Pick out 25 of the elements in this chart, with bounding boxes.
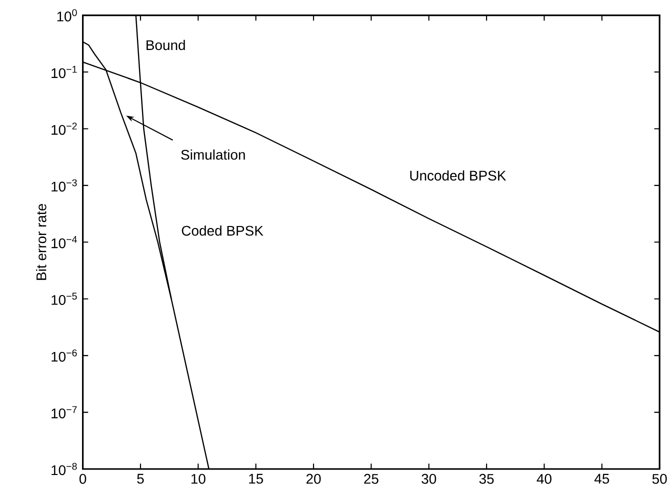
x-tick-label: 10 (191, 474, 206, 484)
x-tick-label: 40 (536, 474, 552, 484)
y-tick-label: 10$^{−8}$ (52, 462, 77, 476)
x-tick-label: 5 (137, 474, 144, 484)
x-tick-label: 0 (79, 474, 86, 484)
series-label: Uncoded BPSK (410, 170, 506, 181)
y-tick-label: 10$^{−4}$ (52, 236, 77, 248)
y-tick-label: 10$^{−6}$ (52, 349, 77, 362)
x-tick-label: 25 (364, 474, 378, 484)
x-tick-label: 35 (479, 474, 494, 484)
y-tick-label: 10$^{−3}$ (52, 179, 77, 192)
x-tick-label: 50 (652, 474, 667, 484)
y-axis-title: Bit error rate (36, 204, 46, 280)
y-tick-label: 10$^{−2}$ (52, 122, 77, 135)
y-tick-label: 10$^{−5}$ (52, 292, 77, 305)
x-tick-label: 30 (422, 474, 436, 484)
x-tick-label: 20 (306, 474, 321, 484)
x-tick-label: 45 (594, 474, 610, 484)
x-tick-label: 15 (249, 474, 264, 484)
text: Simulation (181, 149, 245, 160)
y-tick-label: 10$^{0}$ (57, 9, 77, 22)
y-tick-label: 10$^{−1}$ (52, 66, 77, 78)
y-tick-label: 10$^{−7}$ (52, 406, 77, 418)
annotation: Coded BPSK (182, 225, 264, 236)
series-label: Bound (146, 40, 185, 50)
